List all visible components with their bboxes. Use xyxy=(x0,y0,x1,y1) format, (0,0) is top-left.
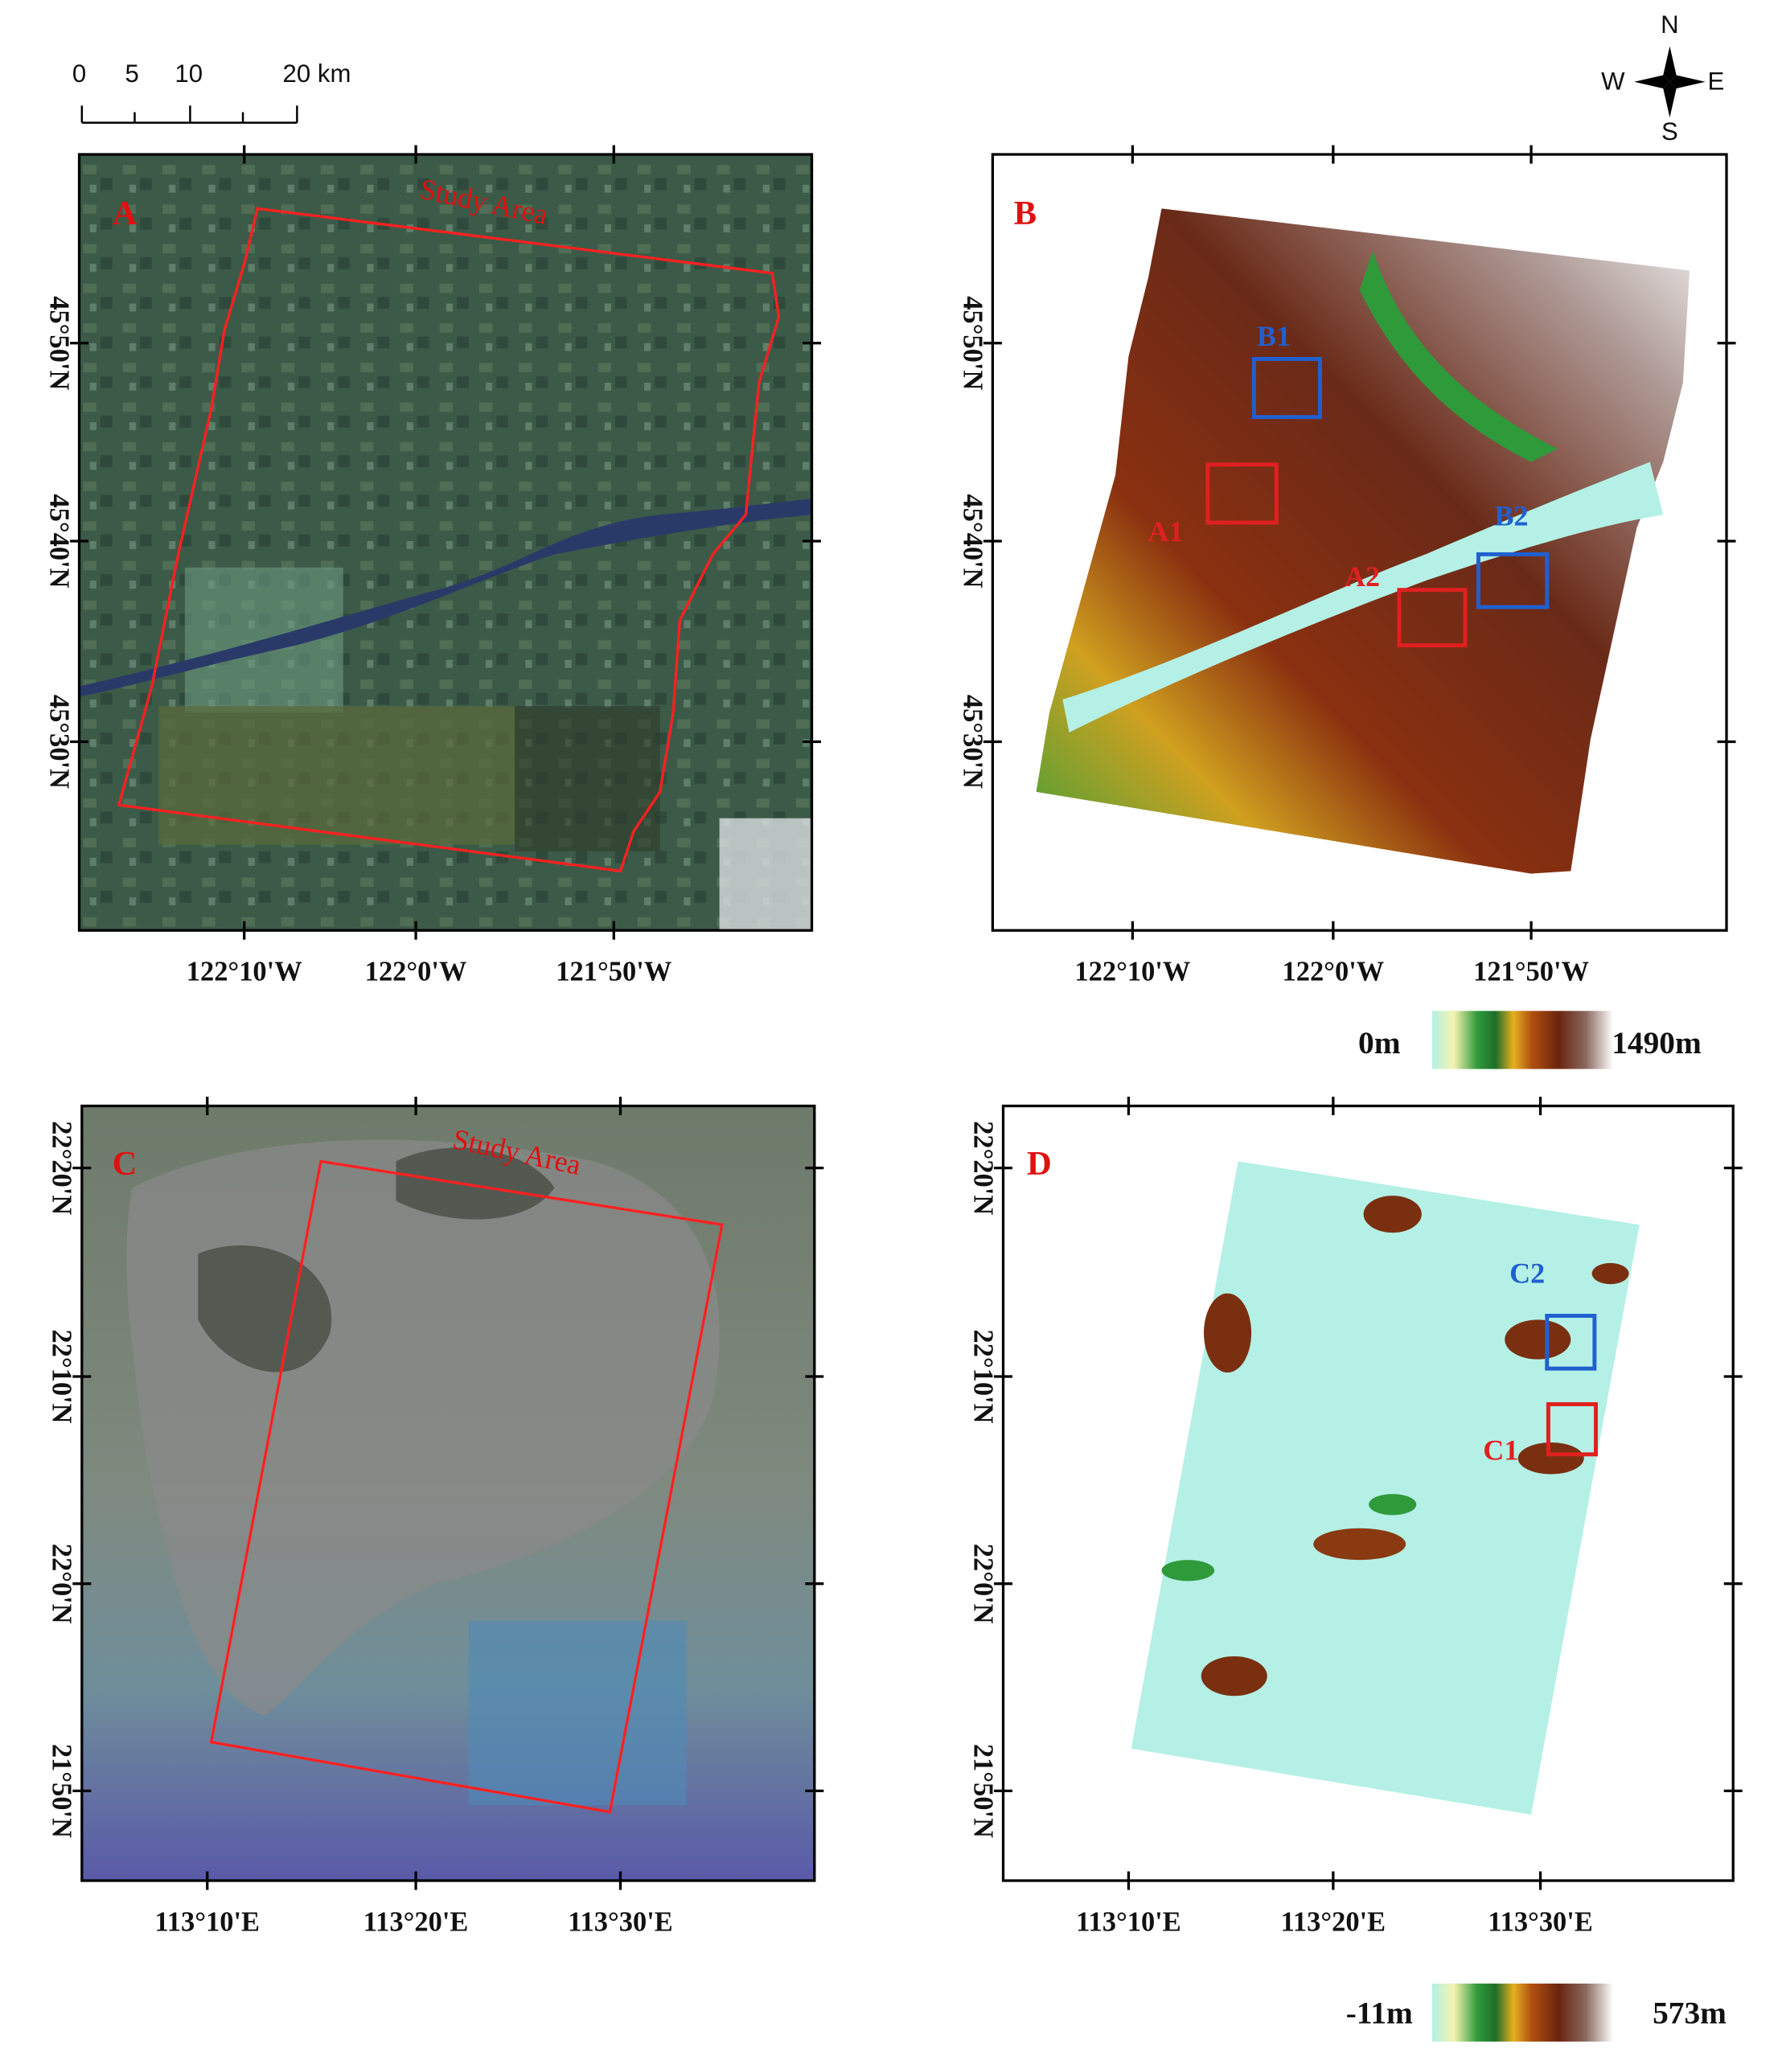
scale-bar xyxy=(80,105,298,124)
region-label: A1 xyxy=(1148,515,1183,548)
y-tick-label: 21°50'N xyxy=(967,1744,998,1838)
compass-label: S xyxy=(1661,117,1678,146)
x-tick-label: 121°50'W xyxy=(1473,957,1589,987)
x-tick-label: 113°20'E xyxy=(363,1906,469,1937)
panel-label: D xyxy=(1027,1145,1052,1183)
region-box xyxy=(1545,1314,1597,1371)
x-tick-label: 121°50'W xyxy=(556,957,671,987)
region-label: C1 xyxy=(1483,1434,1518,1466)
colorbar-min: -11m xyxy=(1346,1995,1413,2030)
scale-label: 5 xyxy=(125,59,139,88)
y-tick-label: 21°50'N xyxy=(47,1744,77,1838)
y-tick-label: 45°40'N xyxy=(43,494,74,588)
region-box xyxy=(1205,462,1279,525)
y-tick-label: 45°50'N xyxy=(43,296,74,390)
study-area-outline xyxy=(117,207,781,873)
panel-label: B xyxy=(1014,195,1037,232)
region-label: B1 xyxy=(1257,320,1291,352)
colorbar-min: 0m xyxy=(1358,1025,1401,1061)
panel-frame xyxy=(1001,1104,1735,1882)
y-tick-label: 22°20'N xyxy=(47,1121,77,1215)
region-label: A2 xyxy=(1345,560,1380,593)
x-tick-label: 113°30'E xyxy=(1488,1906,1593,1937)
region-box xyxy=(1546,1401,1598,1457)
y-tick-label: 22°0'N xyxy=(967,1544,998,1624)
y-tick-label: 22°20'N xyxy=(967,1121,998,1215)
compass-label: E xyxy=(1707,68,1724,96)
x-tick-label: 113°10'E xyxy=(1076,1906,1181,1937)
dem-b xyxy=(1036,208,1690,874)
satellite-image-a xyxy=(79,154,812,931)
y-tick-label: 45°30'N xyxy=(957,695,987,789)
satellite-image-c xyxy=(81,1106,815,1881)
dem-d xyxy=(1131,1161,1640,1815)
region-label: C2 xyxy=(1509,1257,1545,1289)
scale-label: 0 xyxy=(72,59,86,88)
panel-label: A xyxy=(113,195,138,232)
y-tick-label: 45°50'N xyxy=(957,296,987,390)
compass-label: N xyxy=(1661,10,1679,39)
x-tick-label: 122°10'W xyxy=(187,957,302,987)
colorbar-max: 1490m xyxy=(1612,1025,1702,1061)
region-label: B2 xyxy=(1494,499,1528,531)
x-tick-label: 122°0'W xyxy=(365,957,467,987)
compass xyxy=(1634,46,1706,118)
region-box xyxy=(1476,552,1550,609)
y-tick-label: 45°40'N xyxy=(957,494,987,588)
x-tick-label: 113°20'E xyxy=(1281,1906,1386,1937)
panel-label: C xyxy=(113,1145,138,1183)
colorbar xyxy=(1431,1011,1613,1069)
scale-label: 10 xyxy=(175,59,203,88)
study-area-outline xyxy=(209,1159,724,1814)
y-tick-label: 45°30'N xyxy=(43,695,74,789)
y-tick-label: 22°10'N xyxy=(47,1329,77,1423)
colorbar xyxy=(1431,1984,1613,2042)
x-tick-label: 113°10'E xyxy=(154,1906,260,1937)
region-box xyxy=(1397,588,1468,648)
y-tick-label: 22°10'N xyxy=(967,1329,998,1423)
y-tick-label: 22°0'N xyxy=(47,1544,77,1624)
scale-label: 20 km xyxy=(283,59,351,88)
compass-label: W xyxy=(1601,68,1625,96)
x-tick-label: 113°30'E xyxy=(568,1906,673,1937)
x-tick-label: 122°10'W xyxy=(1074,957,1190,987)
colorbar-max: 573m xyxy=(1653,1995,1727,2030)
x-tick-label: 122°0'W xyxy=(1283,957,1385,987)
panel-frame xyxy=(80,1104,816,1882)
region-box xyxy=(1251,356,1322,420)
